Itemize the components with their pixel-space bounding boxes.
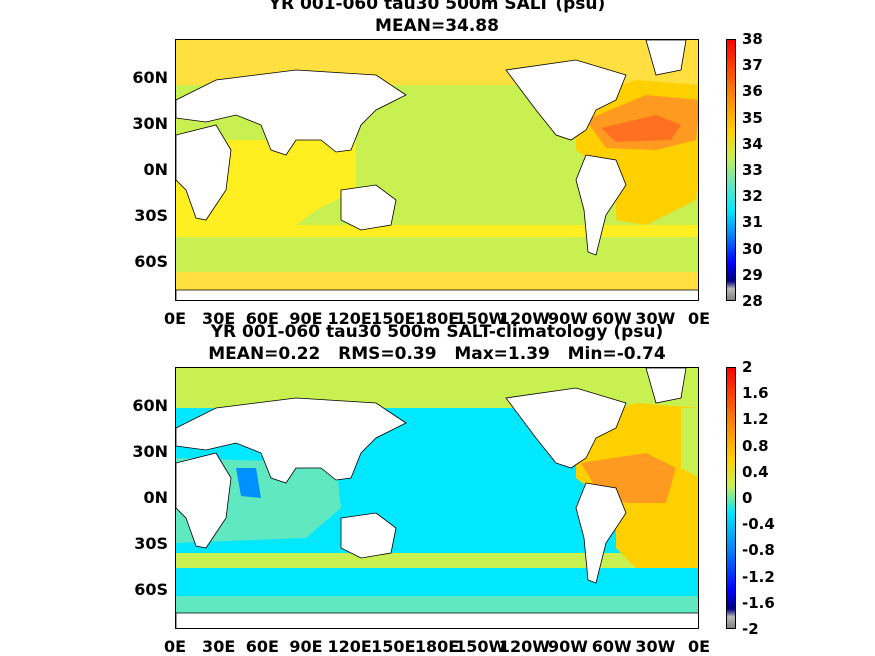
top-lon-label: 90W — [548, 309, 588, 328]
bottom-colorbar — [726, 367, 736, 629]
bottom-colorbar-tick-label: 1.2 — [742, 410, 769, 429]
bottom-panel-stats: MEAN=0.22 RMS=0.39 Max=1.39 Min=-0.74 — [208, 344, 666, 364]
top-colorbar-tick-label: 31 — [742, 213, 763, 232]
bottom-colorbar-tick-label: -0.4 — [742, 515, 775, 534]
bottom-lon-label: 150W — [455, 637, 507, 656]
top-panel-title: YR 001-060 tau30 500m SALT (psu) — [268, 0, 606, 14]
top-lat-label: 60N — [132, 68, 168, 87]
bottom-lon-label: 180E — [414, 637, 460, 656]
top-colorbar-tick-label: 38 — [742, 30, 763, 48]
bottom-colorbar-tick-label: -2 — [742, 620, 759, 638]
bottom-lon-label: 60W — [591, 637, 632, 656]
top-colorbar-tick-label: 33 — [742, 161, 763, 179]
top-colorbar-tick-label: 30 — [742, 239, 763, 258]
top-colorbar-tick-label: 34 — [742, 134, 763, 153]
top-lat-label: 30N — [132, 114, 168, 133]
top-colorbar-tick-label: 36 — [742, 82, 763, 101]
top-lon-label: 0E — [687, 309, 711, 328]
bottom-lon-label: 0E — [163, 637, 187, 656]
top-lat-label: 30S — [134, 206, 168, 225]
east-atlantic-band — [681, 408, 698, 477]
land-masses — [176, 368, 698, 628]
top-colorbar-tick-label: 35 — [742, 108, 763, 127]
top-colorbar — [726, 39, 736, 301]
bottom-lon-label: 90W — [548, 637, 588, 656]
top-lon-label: 0E — [163, 309, 187, 328]
top-colorbar-tick-label: 29 — [742, 265, 763, 284]
top-colorbar-tick-label: 32 — [742, 187, 763, 206]
top-map-svg — [176, 40, 698, 300]
bottom-lat-label: 60S — [134, 580, 168, 599]
top-lon-label: 30W — [635, 309, 676, 328]
bottom-lon-label: 30W — [635, 637, 676, 656]
north-atlantic-max — [601, 115, 681, 142]
top-lon-label: 180E — [414, 309, 460, 328]
bottom-lat-label: 30S — [134, 534, 168, 553]
bottom-lon-label: 120E — [327, 637, 372, 656]
southern-band — [176, 553, 698, 568]
bottom-lat-label: 60N — [132, 396, 168, 415]
bottom-anomaly-map — [175, 367, 699, 629]
top-lat-label: 0N — [143, 160, 168, 179]
southern-band-upper — [176, 225, 698, 237]
bottom-colorbar-tick-label: 2 — [742, 358, 753, 376]
bottom-lat-label: 30N — [132, 442, 168, 461]
bottom-lon-label: 90E — [289, 637, 323, 656]
bottom-map-svg — [176, 368, 698, 628]
top-lon-label: 120E — [327, 309, 372, 328]
bottom-lon-label: 150E — [371, 637, 416, 656]
bottom-lon-label: 120W — [498, 637, 550, 656]
bottom-colorbar-tick-label: -0.8 — [742, 541, 775, 560]
top-salinity-map — [175, 39, 699, 301]
bottom-lon-label: 30E — [202, 637, 236, 656]
top-lon-label: 90E — [289, 309, 323, 328]
bottom-colorbar-tick-label: 0.4 — [742, 462, 769, 481]
land-masses — [176, 40, 698, 300]
bottom-colorbar-gradient — [727, 368, 735, 628]
top-lon-label: 60W — [591, 309, 632, 328]
bottom-colorbar-tick-label: 1.6 — [742, 384, 769, 403]
bottom-panel-title: YR 001-060 tau30 500m SALT-climatology (… — [210, 322, 664, 342]
bottom-lon-label: 0E — [687, 637, 711, 656]
top-lon-label: 150E — [371, 309, 416, 328]
top-colorbar-gradient — [727, 40, 735, 300]
bottom-colorbar-tick-label: -1.2 — [742, 567, 775, 586]
arabian-sea-low — [236, 468, 261, 498]
top-colorbar-tick-label: 37 — [742, 56, 763, 75]
bottom-lat-label: 0N — [143, 488, 168, 507]
top-colorbar-tick-label: 28 — [742, 292, 763, 310]
top-lon-label: 60E — [245, 309, 279, 328]
top-panel-mean: MEAN=34.88 — [375, 16, 499, 36]
top-lat-label: 60S — [134, 252, 168, 271]
top-lon-label: 30E — [202, 309, 236, 328]
bottom-lon-label: 60E — [245, 637, 279, 656]
top-lon-label: 150W — [455, 309, 507, 328]
top-lon-label: 120W — [498, 309, 550, 328]
bottom-colorbar-tick-label: -1.6 — [742, 593, 775, 612]
bottom-colorbar-tick-label: 0 — [742, 489, 753, 507]
bottom-colorbar-tick-label: 0.8 — [742, 436, 769, 455]
